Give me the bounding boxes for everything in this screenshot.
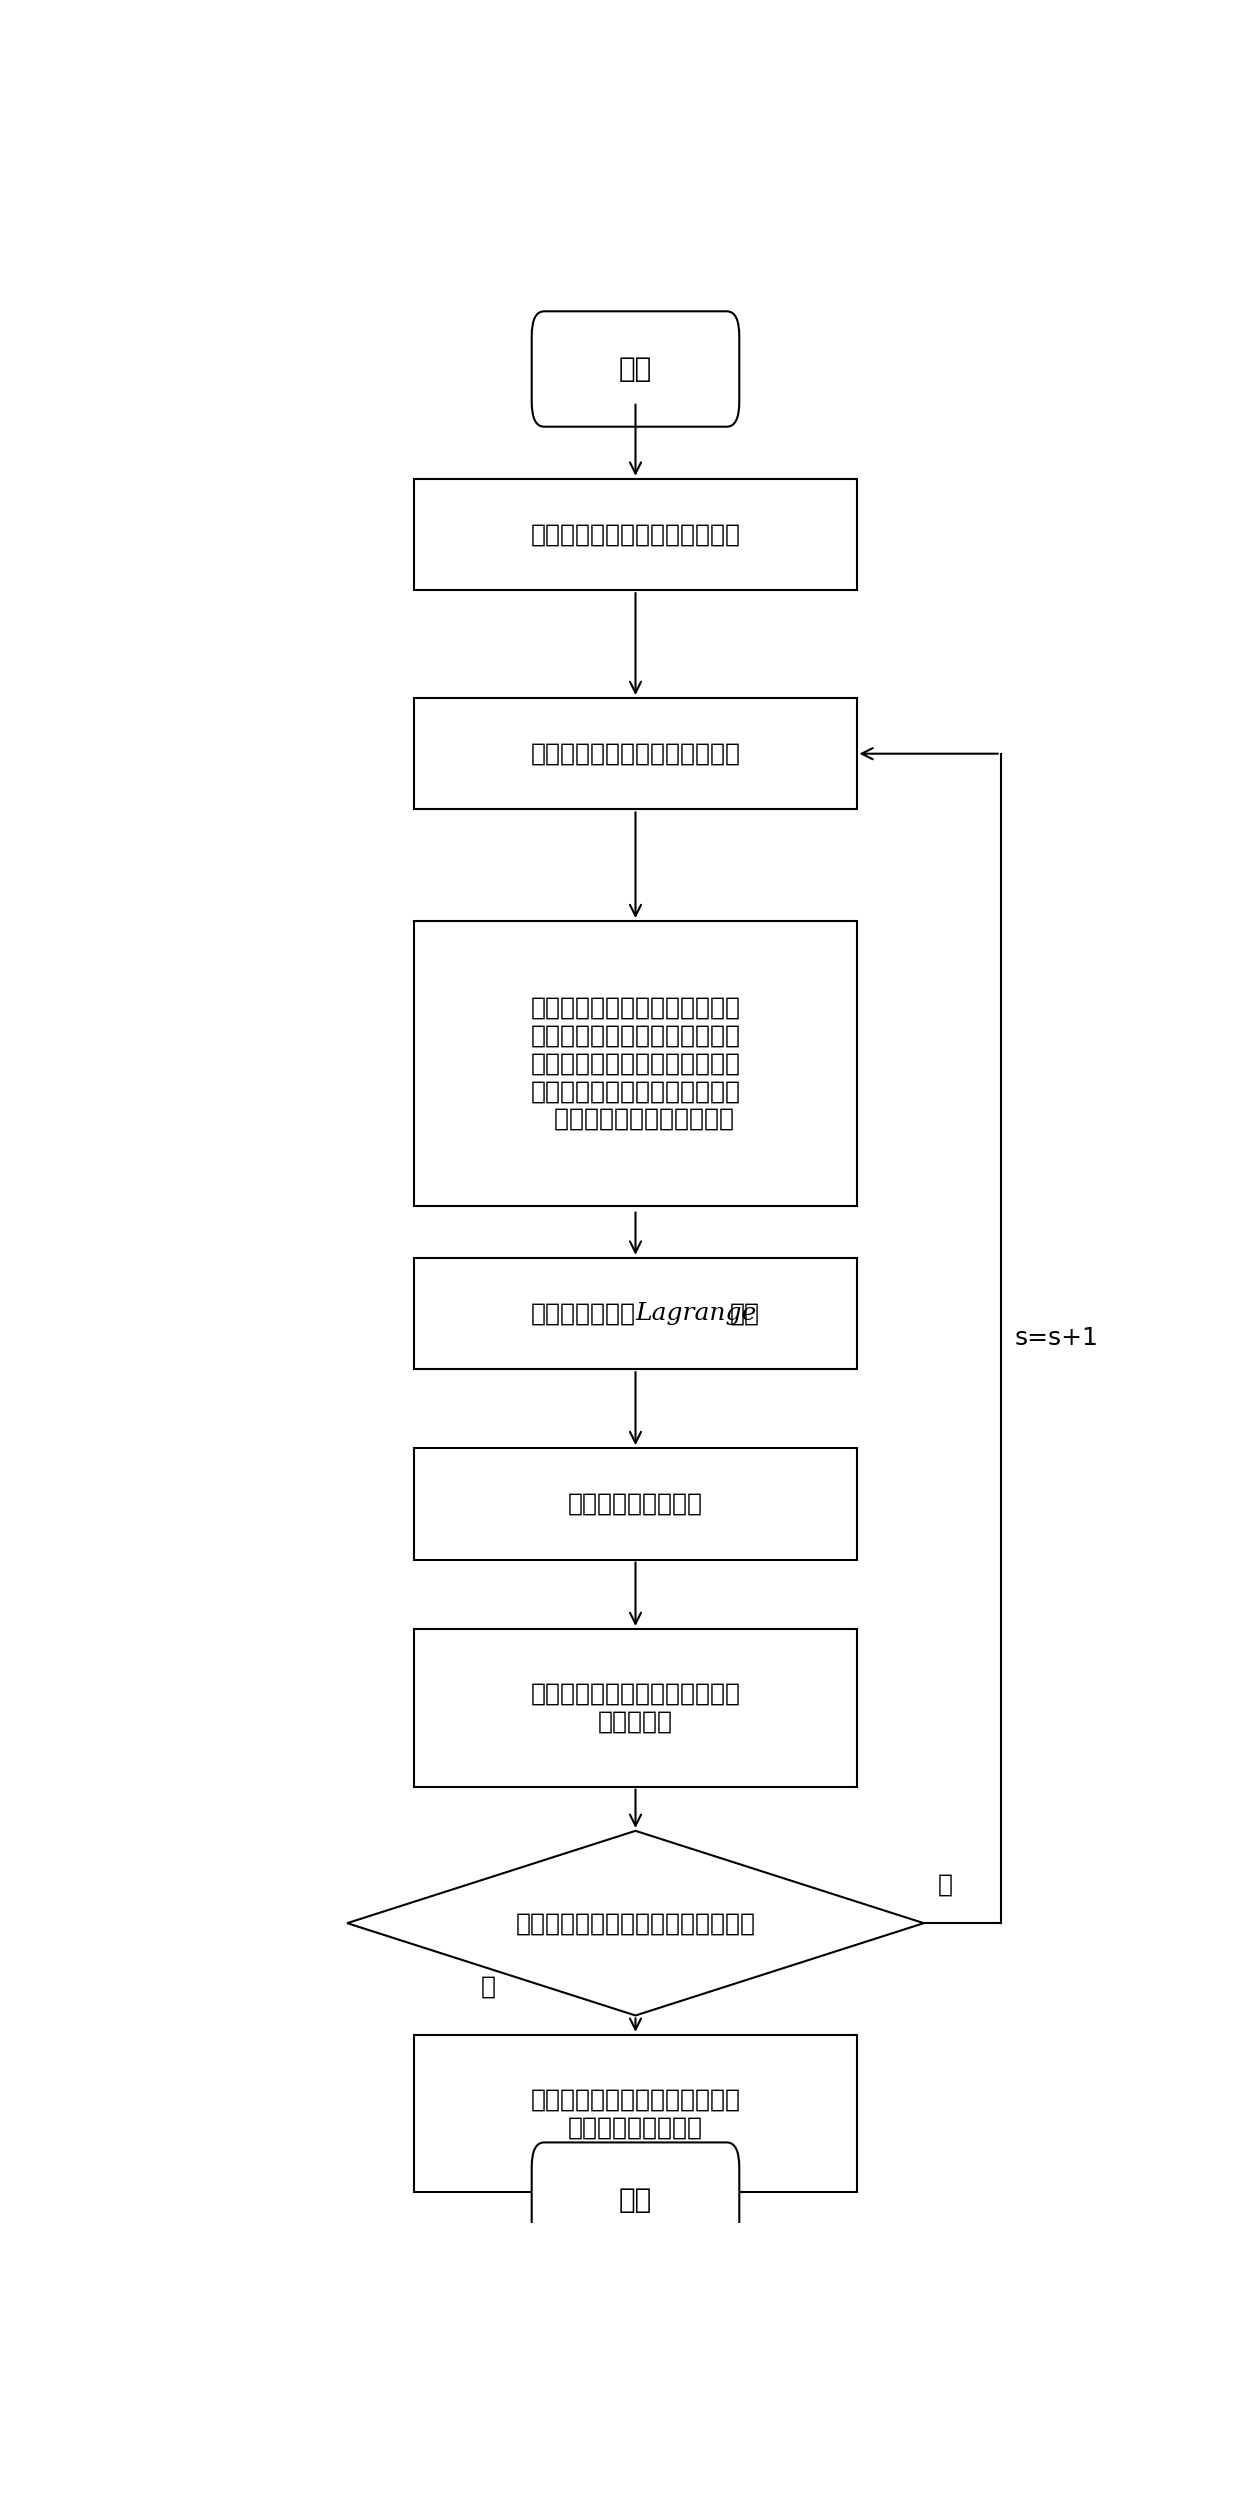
Text: 是: 是: [481, 1973, 496, 1998]
Text: 输出各机组出力最优解，计算系
统运行总成本最小值: 输出各机组出力最优解，计算系 统运行总成本最小值: [531, 2088, 740, 2138]
Text: 乘子: 乘子: [729, 1301, 760, 1326]
Text: Lagrange: Lagrange: [635, 1301, 756, 1324]
FancyBboxPatch shape: [532, 2143, 739, 2258]
Text: 开始: 开始: [619, 355, 652, 382]
Text: 结束: 结束: [619, 2186, 652, 2213]
Text: 判断系统功率偏差是否满足收敛条件: 判断系统功率偏差是否满足收敛条件: [516, 1911, 755, 1936]
Text: 分别计算各机组出力: 分别计算各机组出力: [568, 1491, 703, 1516]
Bar: [414, 2036, 857, 2193]
Polygon shape: [347, 1831, 924, 2016]
Text: 分别计算系统电功率偏差和系统
热功率偏差: 分别计算系统电功率偏差和系统 热功率偏差: [531, 1681, 740, 1734]
Bar: [414, 1256, 857, 1369]
Text: s=s+1: s=s+1: [1016, 1326, 1099, 1351]
FancyBboxPatch shape: [532, 312, 739, 427]
Bar: [414, 697, 857, 809]
Text: 测量管道中供水温度和管道周围
介质的平均温度，分别计算系统
电传输损耗、系统热传输损耗、
各纯发电机组损耗惩罚因子和各
  热电联产机组损耗惩罚因子: 测量管道中供水温度和管道周围 介质的平均温度，分别计算系统 电传输损耗、系统热传…: [531, 997, 740, 1132]
Text: 设置双乘子和各机组出力初始值: 设置双乘子和各机组出力初始值: [531, 742, 740, 767]
Text: 分别更新系统双: 分别更新系统双: [531, 1301, 635, 1326]
Bar: [414, 922, 857, 1207]
Bar: [414, 1449, 857, 1559]
Text: 输入电热综合能源系统相关参数: 输入电热综合能源系统相关参数: [531, 522, 740, 547]
Text: 否: 否: [939, 1871, 954, 1896]
Bar: [414, 480, 857, 590]
Bar: [414, 1629, 857, 1786]
